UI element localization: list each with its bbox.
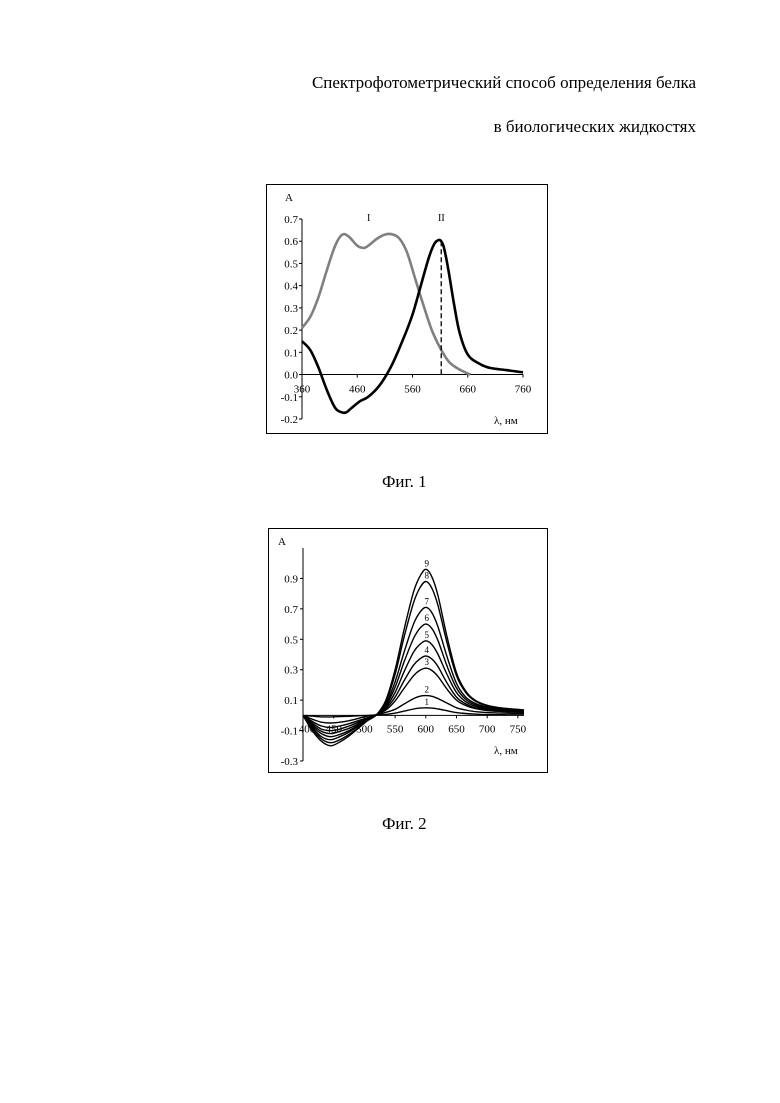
- series-4-label: 4: [425, 645, 430, 655]
- x-tick-label: 650: [448, 723, 465, 735]
- series-6-label: 6: [425, 613, 430, 623]
- series-1-line: [300, 232, 472, 376]
- series-7-label: 7: [425, 596, 430, 606]
- x-axis-label: λ, нм: [494, 745, 518, 757]
- series-7-line: [302, 606, 525, 741]
- figure-1-chart: 0.7 0.6 0.5 0.4 0.3 0.2 0.1 0.0 -0.1 -0.2 360 460 56…: [266, 184, 548, 434]
- y-tick-label: 0.1: [284, 695, 298, 707]
- series-3-line: [302, 667, 525, 729]
- y-tick-label: 0.5: [284, 258, 298, 270]
- x-tick-label: 560: [404, 384, 421, 396]
- series-2-label: 2: [425, 685, 430, 695]
- y-tick-label: -0.2: [281, 414, 298, 426]
- y-tick-label: 0.6: [284, 236, 298, 248]
- x-tick-label: 760: [515, 384, 532, 396]
- x-tick-label: 600: [418, 723, 435, 735]
- y-tick-label: 0.3: [284, 303, 298, 315]
- series-8-line: [302, 580, 525, 744]
- x-tick-label: 750: [510, 723, 527, 735]
- x-tick-label: 700: [479, 723, 496, 735]
- x-tick-label: 460: [349, 384, 366, 396]
- y-tick-label: 0.7: [284, 604, 298, 616]
- x-tick-label: 360: [294, 384, 311, 396]
- x-tick-label: 660: [460, 384, 477, 396]
- y-tick-label: 0.3: [284, 665, 298, 677]
- y-tick-label: 0.0: [284, 370, 298, 382]
- series-3-label: 3: [425, 657, 430, 667]
- y-axis-label: A: [285, 192, 293, 204]
- y-tick-label: 0.2: [284, 325, 298, 337]
- series-1-line: [302, 707, 525, 718]
- x-tick-label: 550: [387, 723, 404, 735]
- y-tick-label: 0.9: [284, 573, 298, 585]
- series-6-line: [302, 623, 525, 738]
- document-title-line-1: Спектрофотометрический способ определени…: [311, 73, 696, 92]
- series-5-label: 5: [425, 630, 430, 640]
- figure-2-caption: Фиг. 2: [382, 814, 427, 833]
- annotation-II: II: [438, 213, 445, 224]
- y-tick-label: -0.3: [281, 756, 299, 768]
- figure-1-caption: Фиг. 1: [382, 472, 427, 491]
- series-2-line: [302, 694, 525, 724]
- series-5-line: [302, 640, 525, 735]
- series-1-label: 1: [425, 697, 430, 707]
- x-axis-label: λ, нм: [494, 415, 518, 427]
- y-axis-label: A: [278, 536, 286, 548]
- figure-1-frame: [266, 184, 548, 434]
- annotation-I: I: [367, 213, 370, 224]
- y-tick-label: 0.7: [284, 214, 298, 226]
- y-tick-label: -0.1: [281, 392, 298, 404]
- document-title-line-2: в биологических жидкостях: [493, 117, 696, 136]
- series-2-line: [301, 238, 524, 415]
- series-4-line: [302, 655, 525, 732]
- series-8-label: 8: [425, 570, 430, 580]
- y-tick-label: 0.5: [284, 634, 298, 646]
- series-9-line: [302, 568, 525, 747]
- y-tick-label: 0.1: [284, 347, 298, 359]
- series-9-label: 9: [425, 558, 430, 568]
- y-tick-label: -0.1: [281, 726, 298, 738]
- y-tick-label: 0.4: [284, 281, 298, 293]
